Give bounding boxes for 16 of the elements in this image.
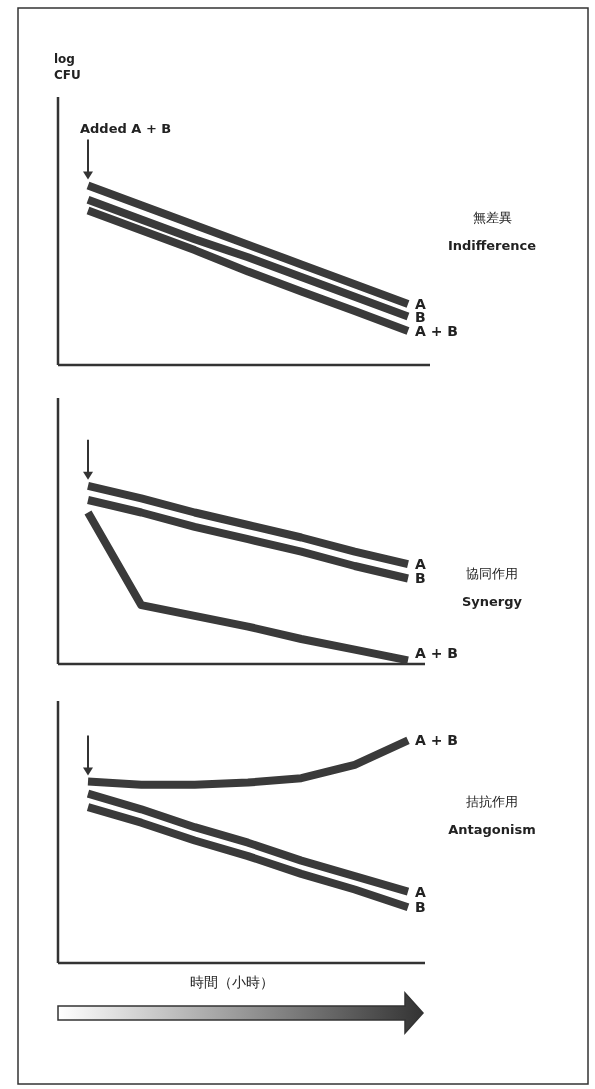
text: 協同作用 <box>466 566 518 581</box>
text: Indifference <box>447 238 537 253</box>
text: Antagonism <box>448 822 536 837</box>
text: 拮抗作用 <box>466 794 518 809</box>
series-label: A <box>415 556 426 573</box>
series-label: B <box>415 899 426 916</box>
text: Synergy <box>461 594 523 609</box>
series-label: B <box>415 570 426 587</box>
series-label: A + B <box>415 645 458 661</box>
text: Added A + B <box>80 121 172 137</box>
x-axis-title: 時間（小時） <box>189 974 274 990</box>
series-label: A <box>415 883 426 900</box>
series-label: A + B <box>415 732 458 749</box>
text: 無差異 <box>472 210 512 225</box>
series-label: A + B <box>415 322 458 339</box>
y-axis-title: log CFU <box>54 52 81 82</box>
